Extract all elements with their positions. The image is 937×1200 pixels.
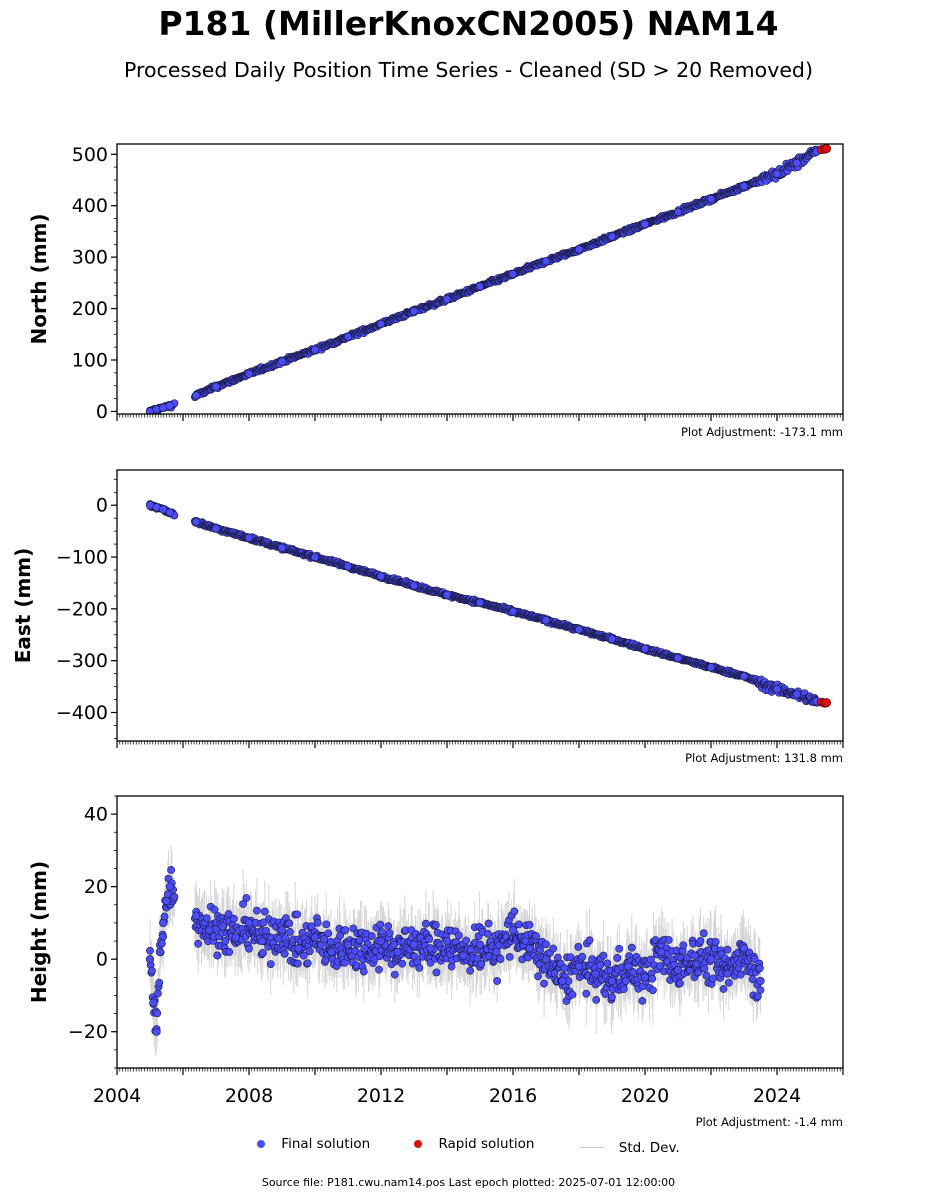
final-solution-point [376, 319, 386, 329]
plot-area [145, 845, 765, 1057]
rapid-solution-points [817, 144, 831, 155]
final-solution-point [508, 270, 518, 279]
y-tick-label: −100 [56, 547, 108, 569]
final-solution-point [277, 543, 287, 552]
final-solution-point [192, 517, 201, 526]
final-solution-point [376, 572, 386, 581]
final-solution-point [165, 401, 174, 410]
y-axis-label: North (mm) [27, 213, 51, 344]
y-tick-label: 100 [72, 350, 108, 372]
final-solution-point [165, 508, 174, 517]
plot-adjustment-note: Plot Adjustment: -173.1 mm [681, 425, 843, 439]
chart-panel-2: −400 −300 −200 −100 0 East (mm) Plot Adjustmen… [11, 469, 844, 765]
final-solution-point [607, 634, 617, 644]
y-axis: 0 100 200 300 400 500 [72, 144, 117, 423]
plot-area [145, 500, 831, 708]
y-tick-label: −300 [56, 650, 108, 672]
final-solution-point [211, 524, 221, 533]
final-solution-point [192, 391, 201, 400]
final-solution-point [739, 672, 749, 681]
plot-area [145, 144, 831, 414]
x-axis [116, 741, 844, 748]
y-tick-label: 0 [96, 495, 108, 517]
final-solution-point [640, 220, 650, 229]
final-solution-point [541, 257, 551, 266]
final-solution-point [508, 607, 518, 616]
final-solution-points [145, 500, 821, 707]
final-solution-point [159, 505, 168, 514]
rapid-solution-point [821, 698, 831, 708]
y-tick-label: 200 [72, 298, 108, 320]
final-solution-point [310, 345, 320, 354]
final-solution-point [211, 382, 221, 391]
final-solution-point [343, 332, 353, 341]
final-solution-point [706, 194, 716, 204]
y-tick-label: −200 [56, 598, 108, 620]
plot-frame [116, 143, 844, 415]
final-solution-point [244, 369, 254, 378]
y-axis-label: East (mm) [11, 548, 35, 664]
final-solution-point [607, 232, 617, 241]
y-tick-label: −400 [56, 702, 108, 724]
rapid-solution-points [817, 697, 831, 708]
y-axis: −400 −300 −200 −100 0 [56, 478, 117, 739]
final-solution-point [706, 663, 716, 672]
final-solution-point [409, 307, 419, 316]
final-solution-point [343, 562, 353, 571]
y-tick-label: 400 [72, 195, 108, 217]
final-solution-point [541, 616, 551, 625]
final-solution-point [739, 182, 749, 191]
final-solution-point [792, 158, 801, 168]
final-solution-point [792, 690, 801, 699]
final-solution-points [145, 145, 821, 414]
rapid-solution-point [821, 144, 831, 154]
chart-panel-1: 0 100 200 300 400 500 North (mm) Plot Adjustmen… [27, 143, 844, 439]
final-solution-point [574, 625, 584, 634]
final-solution-point [442, 590, 452, 599]
final-solution-point [277, 357, 287, 366]
y-tick-label: 500 [72, 144, 108, 166]
x-axis [116, 414, 844, 421]
plot-adjustment-note: Plot Adjustment: 131.8 mm [685, 751, 843, 765]
figure-subtitle: Processed Daily Position Time Series - C… [124, 58, 813, 82]
final-solution-point [442, 295, 452, 304]
final-solution-point [310, 552, 320, 562]
y-tick-label: 0 [96, 401, 108, 423]
final-solution-point [244, 533, 254, 542]
figure-title: P181 (MillerKnoxCN2005) NAM14 [158, 4, 779, 43]
y-tick-label: 300 [72, 247, 108, 269]
final-solution-point [475, 598, 485, 607]
final-solution-point [640, 644, 650, 653]
final-solution-point [772, 169, 782, 178]
final-solution-point [772, 685, 782, 694]
final-solution-point [673, 207, 683, 216]
final-solution-point [409, 581, 419, 590]
final-solution-point [574, 245, 584, 254]
final-solution-point [475, 282, 485, 291]
final-solution-point [673, 653, 683, 663]
